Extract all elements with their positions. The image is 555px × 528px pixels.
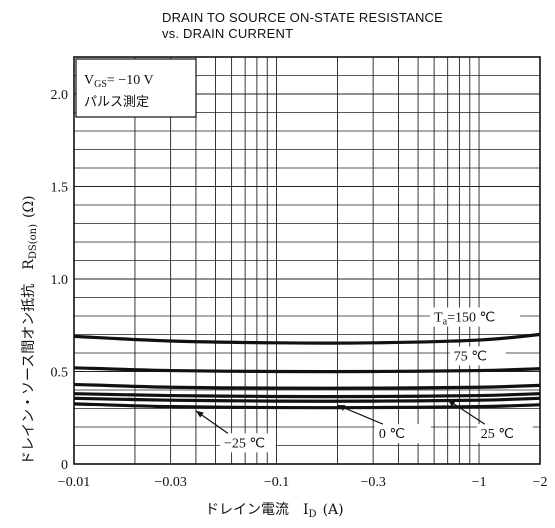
y-tick-label: 1.0 bbox=[51, 273, 69, 288]
condition-vgs-rest: = −10 V bbox=[107, 73, 154, 88]
tick-layer: −0.01 −0.03 −0.1 −0.3 −1 −2 0 0.5 1.0 1.5 2.0 bbox=[51, 88, 548, 490]
annotation-label: −25 ℃ bbox=[224, 436, 265, 451]
x-axis-label-main: ドレイン電流 I bbox=[205, 502, 309, 518]
y-axis-label-unit: (Ω) bbox=[21, 195, 37, 218]
annotation-label-rest: =150 ℃ bbox=[447, 311, 495, 326]
x-axis-label-unit: (A) bbox=[323, 502, 344, 518]
condition-vgs-sub: GS bbox=[94, 79, 107, 90]
y-axis-label-main: ドレイン・ソース間オン抵抗 R bbox=[21, 259, 37, 465]
annotation-layer: Ta=150 ℃ 75 ℃ 25 ℃ 0 ℃ −25 ℃ bbox=[195, 307, 533, 453]
y-tick-label: 0 bbox=[61, 458, 68, 473]
y-tick-label: 1.5 bbox=[51, 181, 69, 196]
y-axis-label: ドレイン・ソース間オン抵抗 RDS(on) (Ω) bbox=[21, 195, 39, 465]
annotation-bg bbox=[449, 346, 506, 366]
x-tick-label: −0.1 bbox=[264, 475, 289, 490]
annotation-bg bbox=[374, 424, 431, 444]
y-tick-label: 0.5 bbox=[51, 366, 69, 381]
x-tick-label: −0.03 bbox=[154, 475, 186, 490]
series-line-0 bbox=[73, 332, 541, 345]
annotation-label: 75 ℃ bbox=[454, 349, 487, 364]
series-line-1 bbox=[73, 366, 541, 374]
x-tick-label: −1 bbox=[472, 475, 487, 490]
annotation-leader bbox=[337, 404, 384, 425]
x-tick-label: −2 bbox=[533, 475, 548, 490]
annotation-bg bbox=[476, 424, 533, 444]
y-axis-label-group: ドレイン・ソース間オン抵抗 RDS(on) (Ω) bbox=[21, 195, 39, 465]
condition-pulse: パルス測定 bbox=[84, 95, 149, 110]
condition-box-frame bbox=[75, 58, 197, 118]
condition-vgs: VGS= −10 V bbox=[84, 73, 154, 90]
series-line-3 bbox=[73, 392, 541, 399]
x-tick-label: −0.3 bbox=[360, 475, 385, 490]
y-axis-label-sub: DS(on) bbox=[28, 224, 39, 259]
annotation-label-main: T bbox=[434, 311, 443, 326]
annotation-label: Ta=150 ℃ bbox=[434, 311, 495, 328]
annotation-label: 25 ℃ bbox=[481, 427, 514, 442]
y-tick-label: 2.0 bbox=[51, 88, 69, 103]
condition-vgs-main: V bbox=[84, 73, 94, 88]
series-line-5 bbox=[73, 402, 541, 410]
plot-frame bbox=[73, 56, 541, 465]
series-layer bbox=[73, 332, 541, 410]
chart-title-line-1: DRAIN TO SOURCE ON-STATE RESISTANCE bbox=[162, 10, 443, 25]
annotation-label-sub: a bbox=[443, 317, 448, 328]
series-line-2 bbox=[73, 382, 541, 390]
annotation-bg bbox=[430, 307, 521, 327]
annotation-arrowhead bbox=[447, 399, 456, 407]
annotation-bg bbox=[219, 433, 276, 453]
grid-layer bbox=[73, 56, 541, 465]
x-axis-label-sub: D bbox=[309, 509, 317, 520]
annotation-arrowhead bbox=[337, 405, 346, 411]
x-tick-label: −0.01 bbox=[58, 475, 90, 490]
series-line-4 bbox=[73, 396, 541, 403]
x-axis-label: ドレイン電流 ID (A) bbox=[205, 502, 344, 520]
annotation-arrowhead bbox=[195, 410, 204, 418]
annotation-label: 0 ℃ bbox=[379, 427, 405, 442]
condition-box: VGS= −10 V パルス測定 bbox=[75, 58, 197, 118]
annotation-leader bbox=[447, 399, 486, 425]
chart-title-line-2: vs. DRAIN CURRENT bbox=[162, 26, 293, 41]
